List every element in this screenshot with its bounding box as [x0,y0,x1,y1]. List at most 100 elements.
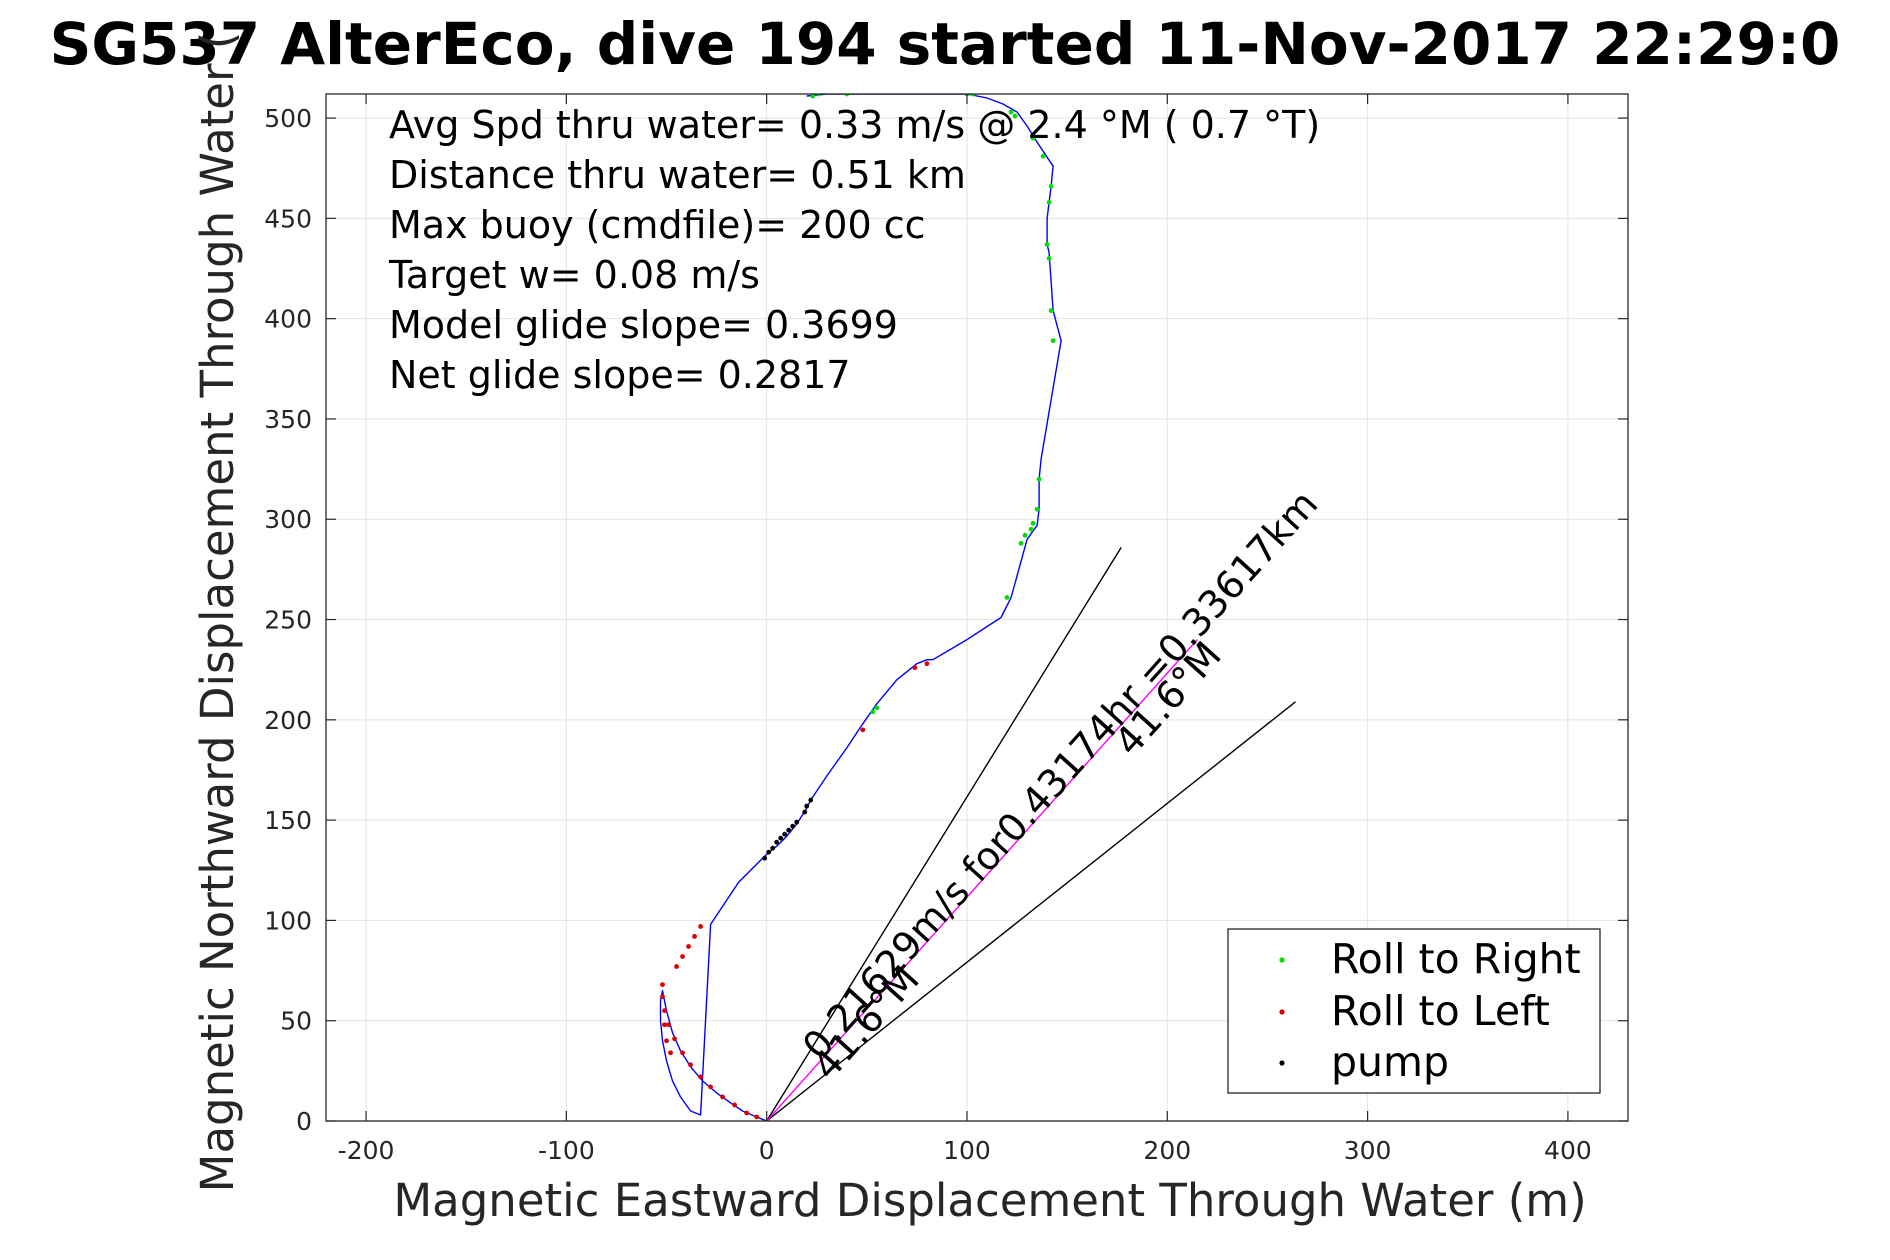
roll-left-point [698,924,703,929]
pump-point [774,839,780,845]
roll-left-point [686,944,691,949]
pump-point [766,849,772,855]
pump-point [794,819,800,825]
roll-left-point [912,665,918,671]
markers-layer [660,94,1056,1120]
roll-right-point [810,94,816,99]
stats-annotation-line: Target w= 0.08 m/s [388,253,760,297]
roll-right-point [1048,183,1054,189]
roll-right-point [1048,308,1054,314]
roll-right-point [1030,135,1036,141]
stats-annotation-line: Net glide slope= 0.2817 [389,353,851,397]
roll-left-point [708,1084,713,1090]
roll-right-point [1028,526,1034,532]
roll-left-point [720,1094,726,1100]
roll-left-point [672,1036,677,1042]
pump-point [782,831,788,837]
y-tick-label: 500 [264,104,312,133]
roll-right-point [1044,242,1050,247]
pump-point [804,803,810,809]
pump-point [802,809,808,815]
pump-point [778,835,784,841]
chart-title: SG537 AlterEco, dive 194 started 11-Nov-… [50,10,1841,78]
roll-right-point [1018,540,1024,546]
y-tick-label: 300 [264,505,312,534]
roll-left-point [668,1050,673,1056]
stats-annotation-line: Model glide slope= 0.3699 [389,303,898,347]
y-tick-label: 100 [264,906,312,935]
y-tick-label: 450 [264,204,312,233]
x-axis-label: Magnetic Eastward Displacement Through W… [393,1174,1586,1227]
roll-left-point [660,982,665,988]
roll-left-point [666,1022,671,1028]
legend-label-pump: pump [1331,1038,1449,1086]
legend: Roll to Right Roll to Left pump [1227,928,1601,1094]
y-tick-label: 400 [264,305,312,334]
y-tick-label: 50 [280,1007,312,1036]
roll-right-point [1040,153,1046,159]
roll-right-point [1050,338,1056,344]
roll-left-point [674,964,679,969]
roll-left-point [754,1114,760,1120]
roll-right-point [1012,113,1018,119]
pump-point [762,855,768,861]
roll-right-point [1046,199,1052,205]
roll-left-point [662,1022,667,1028]
y-axis-label: Magnetic Northward Displacement Through … [191,32,244,1193]
roll-left-point [680,954,685,959]
x-tick-label: 100 [943,1136,991,1165]
roll-right-point [1034,506,1040,512]
legend-marker-pump [1279,1060,1285,1066]
roll-left-point [698,1074,703,1080]
axis-ticks: -200 -100 0 100 200 300 400 0 50 100 150 200 250 300 3… [264,94,1628,1165]
roll-left-point [688,1062,693,1068]
x-tick-label: -200 [338,1136,395,1165]
roll-left-point [732,1102,738,1108]
legend-marker-roll-right [1279,957,1285,963]
x-tick-label: 0 [759,1136,775,1165]
grid-layer [326,94,1628,1122]
stats-annotation-line: Max buoy (cmdfile)= 200 cc [389,203,926,247]
x-tick-label: -100 [538,1136,595,1165]
current-vector-line [766,639,1198,1121]
roll-left-point [692,934,697,939]
y-tick-label: 350 [264,405,312,434]
roll-right-point [1030,520,1036,526]
x-tick-label: 300 [1344,1136,1392,1165]
stats-annotation: Avg Spd thru water= 0.33 m/s @ 2.4 °M ( … [388,103,1320,397]
roll-right-point [1022,532,1028,538]
y-tick-label: 200 [264,706,312,735]
roll-left-point [860,727,866,733]
stats-annotation-line: Avg Spd thru water= 0.33 m/s @ 2.4 °M ( … [389,103,1320,147]
glider-track-line [659,94,1062,1121]
roll-left-point [662,1008,667,1014]
roll-right-point [1036,476,1042,482]
roll-left-point [924,661,930,667]
pump-point [786,827,792,833]
pump-point [808,797,814,803]
legend-marker-roll-left [1279,1009,1285,1015]
roll-left-point [680,1050,685,1056]
roll-right-point [870,709,876,715]
roll-right-point [1046,256,1052,261]
roll-left-point [660,994,665,1000]
roll-right-point [1008,109,1014,115]
x-tick-label: 400 [1544,1136,1592,1165]
plot-frame [325,93,1629,1122]
stats-annotation-line: Distance thru water= 0.51 km [389,153,966,197]
pump-point [770,845,776,851]
y-tick-label: 150 [264,806,312,835]
legend-box [1227,928,1601,1094]
heading-wedge-line [766,701,1296,1121]
roll-left-point [744,1110,750,1116]
pump-point [790,823,796,829]
x-tick-label: 200 [1143,1136,1191,1165]
plot-area [659,94,1296,1121]
roll-right-point [1004,595,1010,600]
lines-layer [659,94,1296,1121]
roll-left-point [664,1038,669,1044]
legend-label-roll-right: Roll to Right [1331,935,1581,983]
heading-wedge-line [766,546,1122,1121]
y-tick-label: 0 [296,1107,312,1136]
